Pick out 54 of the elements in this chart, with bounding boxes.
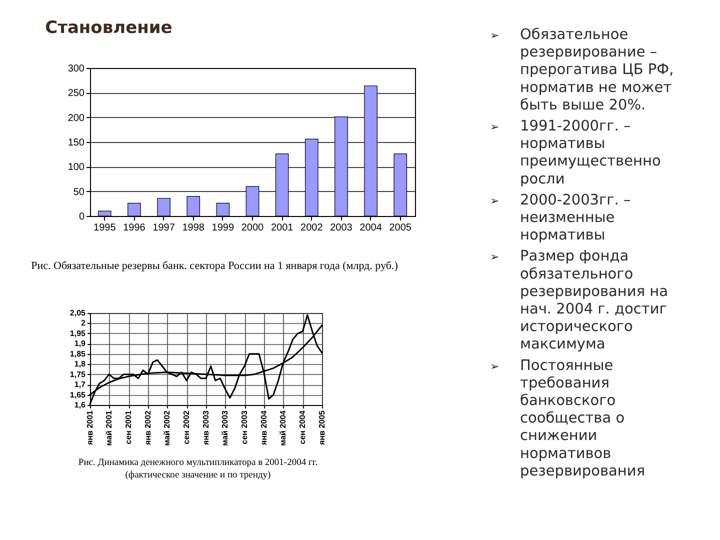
y-tick-label: 50	[73, 186, 85, 198]
chart-title: Становление	[45, 18, 172, 38]
x-tick-label: сен 2001	[124, 410, 134, 444]
x-tick-label: май 2002	[162, 410, 172, 446]
bar	[128, 202, 141, 216]
y-tick-label: 1,85	[70, 349, 86, 358]
y-tick-label: 1,65	[70, 390, 86, 400]
y-tick-label: 1,6	[74, 400, 86, 410]
y-tick-label: 1,75	[70, 370, 86, 379]
x-tick-label: 2001	[270, 222, 294, 234]
y-tick-label: 150	[68, 138, 85, 148]
x-tick-label: янв 2003	[201, 410, 210, 445]
x-tick-label: сен 2004	[298, 410, 308, 444]
x-tick-label: 1999	[212, 222, 234, 234]
x-tick-label: янв 2004	[259, 410, 268, 445]
y-tick-label: 200	[68, 112, 85, 124]
y-tick-label: 1,95	[70, 328, 86, 338]
x-tick-label: май 2001	[104, 410, 114, 446]
y-tick-label: 100	[68, 162, 85, 174]
x-tick-label: 2000	[241, 222, 264, 234]
text: ➢ Обязательное резервирование – прерогатива ЦБ РФ, норматив не может быть выше 20%.	[490, 27, 674, 114]
y-tick-label: 300	[68, 64, 85, 74]
x-tick-label: 2005	[389, 222, 412, 234]
bar	[157, 198, 170, 216]
x-tick-label: 2003	[330, 222, 353, 234]
x-tick-label: сен 2002	[182, 410, 192, 444]
x-tick-label: 1997	[152, 222, 176, 234]
bar	[216, 202, 230, 216]
x-tick-label: 1995	[94, 222, 116, 234]
text: ➢ 2000-2003гг. – неизменные нормативы	[490, 192, 631, 244]
y-tick-label: 1,9	[74, 339, 86, 348]
x-tick-label: май 2004	[278, 410, 288, 446]
x-tick-label: янв 2002	[143, 410, 152, 445]
y-tick-label: 1,8	[74, 360, 86, 369]
x-tick-label: сен 2003	[240, 410, 250, 444]
text: Рис. Динамика денежного мультипликатора в 2001-2004 гг. (фактическое значение и по тренду)	[78, 458, 318, 480]
y-tick-label: 2,05	[70, 308, 86, 318]
y-tick-label: 0	[78, 212, 85, 222]
text: Рис. Обязательные резервы банк. сектора России на 1 января года (млрд. руб.)	[31, 260, 398, 272]
y-tick-label: 250	[68, 88, 85, 100]
text: ➢ 1991-2000гг. – нормативы преимущественно росли	[490, 118, 661, 188]
x-tick-label: 1996	[123, 222, 146, 234]
text: ➢ Размер фонда обязательного резервирования на нач. 2004 г. достиг исторического максимума	[490, 248, 668, 353]
y-tick-label: 1,7	[74, 380, 86, 390]
x-tick-label: 1998	[182, 222, 205, 234]
y-tick-label: 2	[81, 318, 86, 328]
x-tick-label: янв 2005	[318, 410, 326, 445]
x-tick-label: 2002	[300, 222, 324, 234]
bar	[98, 210, 112, 216]
text: ➢ Постоянные требования банковского сообщества о снижении нормативов резервирования	[490, 358, 646, 480]
x-tick-label: май 2003	[220, 410, 230, 446]
x-tick-label: 2004	[360, 222, 382, 234]
x-tick-label: янв 2001	[86, 410, 94, 445]
bar	[186, 196, 200, 216]
